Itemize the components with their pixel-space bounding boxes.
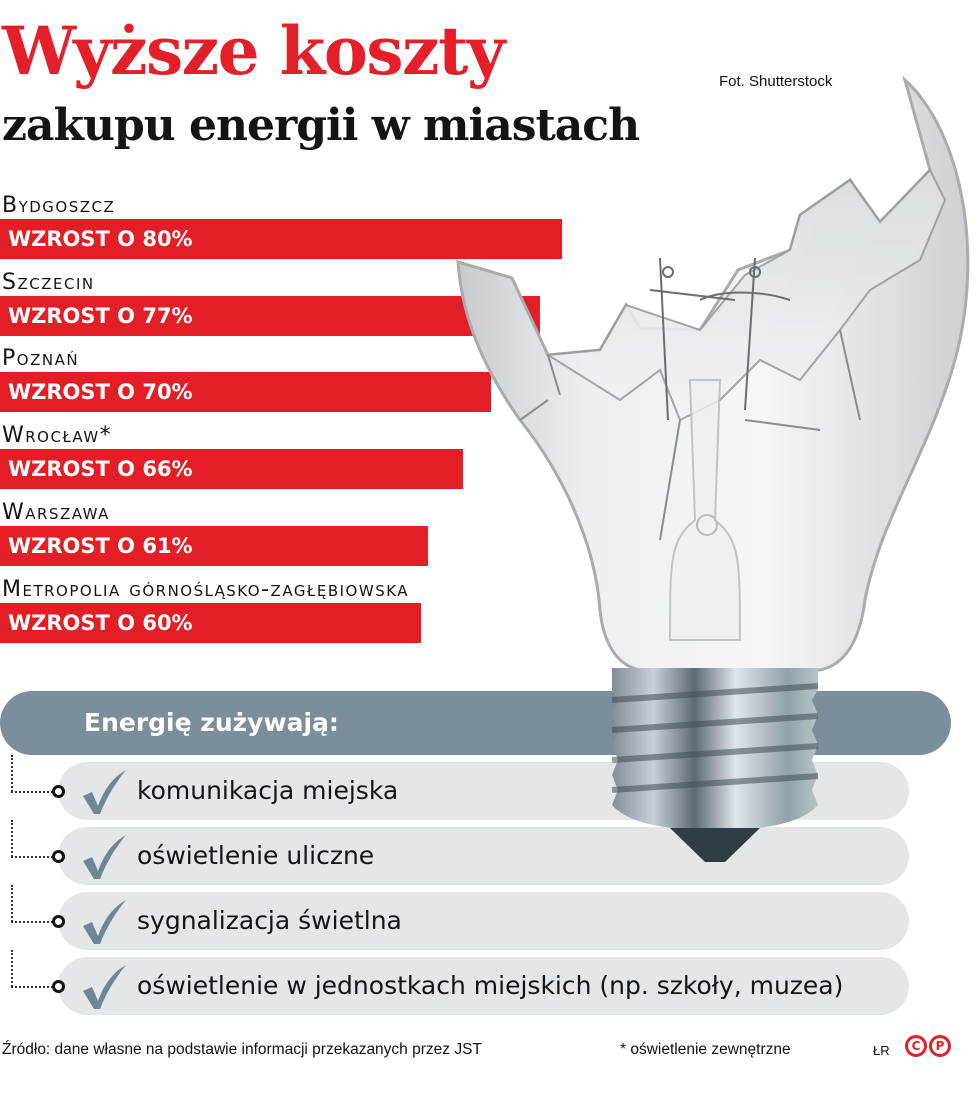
- bullet-ring-icon: [52, 915, 65, 928]
- publisher-logo: C P: [905, 1035, 951, 1057]
- connector-line: [11, 820, 13, 857]
- photo-credit: Fot. Shutterstock: [719, 73, 833, 90]
- bar-category-label: Szczecin: [2, 270, 95, 295]
- broken-lightbulb-icon: [456, 75, 970, 862]
- page-title: Wyższe koszty: [2, 12, 505, 90]
- list-item-label: komunikacja miejska: [137, 776, 399, 805]
- bar: WZROST O 80%: [0, 219, 562, 259]
- bar: WZROST O 70%: [0, 372, 491, 412]
- check-icon: [83, 835, 126, 879]
- logo-p-icon: P: [929, 1035, 951, 1057]
- bar-category-label: Wrocław*: [2, 423, 113, 448]
- connector-line: [11, 856, 53, 858]
- bar-category-label: Poznań: [2, 346, 80, 371]
- bar: WZROST O 77%: [0, 296, 540, 336]
- connector-line: [11, 791, 53, 793]
- list-item-label: oświetlenie uliczne: [137, 841, 375, 870]
- check-icon: [83, 770, 126, 814]
- author-initials: ŁR: [873, 1043, 890, 1058]
- bar-value-label: WZROST O 66%: [8, 457, 193, 481]
- connector-line: [11, 986, 53, 988]
- bullet-ring-icon: [52, 980, 65, 993]
- list-item: sygnalizacja świetlna: [58, 892, 909, 950]
- check-icon: [83, 965, 126, 1009]
- footnote: * oświetlenie zewnętrzne: [620, 1041, 791, 1058]
- page-subtitle: zakupu energii w miastach: [2, 100, 640, 151]
- connector-line: [11, 921, 53, 923]
- bar: WZROST O 61%: [0, 526, 428, 566]
- connector-line: [11, 950, 13, 987]
- energy-section-title: Energię zużywają:: [84, 708, 339, 737]
- list-item: oświetlenie w jednostkach miejskich (np.…: [58, 957, 909, 1015]
- bar-value-label: WZROST O 60%: [8, 611, 193, 635]
- bullet-ring-icon: [52, 850, 65, 863]
- connector-line: [11, 885, 13, 922]
- connector-line: [11, 755, 13, 792]
- bar: WZROST O 66%: [0, 449, 463, 489]
- bar-category-label: Bydgoszcz: [2, 193, 116, 218]
- bar-category-label: Metropolia górnośląsko-zagłębiowska: [2, 577, 410, 602]
- list-item-label: oświetlenie w jednostkach miejskich (np.…: [137, 971, 844, 1000]
- energy-section-header: Energię zużywają:: [0, 691, 951, 755]
- logo-c-icon: C: [905, 1035, 927, 1057]
- list-item-label: sygnalizacja świetlna: [137, 906, 402, 935]
- list-item: komunikacja miejska: [58, 762, 909, 820]
- bar: WZROST O 60%: [0, 603, 421, 643]
- bar-value-label: WZROST O 61%: [8, 534, 193, 558]
- list-item: oświetlenie uliczne: [58, 827, 909, 885]
- bullet-ring-icon: [52, 785, 65, 798]
- bar-category-label: Warszawa: [2, 500, 110, 525]
- check-icon: [83, 900, 126, 944]
- bar-value-label: WZROST O 77%: [8, 304, 193, 328]
- source-note: Źródło: dane własne na podstawie informa…: [2, 1041, 482, 1058]
- bar-value-label: WZROST O 80%: [8, 227, 193, 251]
- bar-value-label: WZROST O 70%: [8, 380, 193, 404]
